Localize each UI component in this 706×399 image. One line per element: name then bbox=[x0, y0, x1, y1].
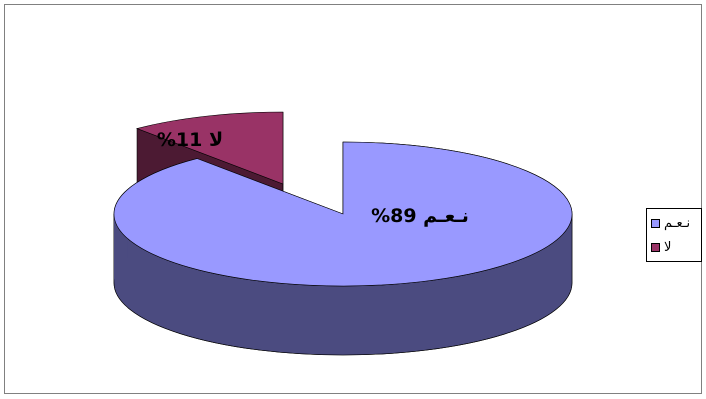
legend-item-yes: نـعـم bbox=[651, 215, 690, 231]
data-label-yes: نـعـم 89% bbox=[371, 205, 469, 227]
legend-label-no: لا bbox=[664, 239, 672, 255]
slice-no bbox=[136, 111, 284, 185]
legend-swatch-yes bbox=[651, 218, 660, 228]
legend: نـعـم لا bbox=[646, 208, 702, 262]
legend-swatch-no bbox=[651, 242, 660, 252]
data-label-no: لا 11% bbox=[157, 129, 223, 151]
legend-item-no: لا bbox=[651, 239, 671, 255]
legend-label-yes: نـعـم bbox=[664, 215, 691, 231]
